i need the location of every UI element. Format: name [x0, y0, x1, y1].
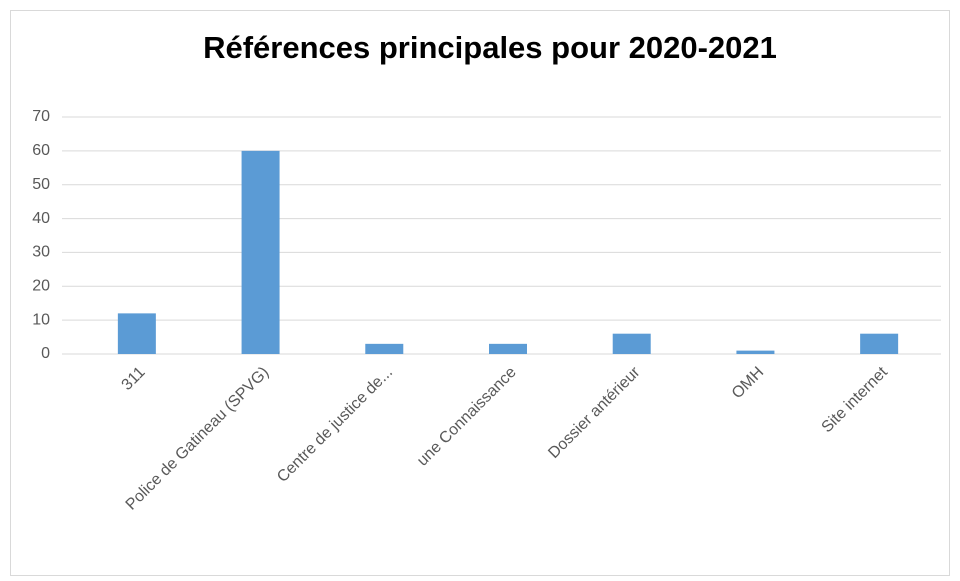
chart-title: Références principales pour 2020-2021 — [203, 30, 777, 65]
y-tick-label: 50 — [32, 176, 50, 193]
chart-frame — [10, 10, 950, 576]
y-tick-label: 40 — [32, 210, 50, 227]
y-tick-label: 0 — [41, 345, 50, 362]
y-tick-label: 70 — [32, 108, 50, 125]
y-tick-label: 20 — [32, 278, 50, 295]
y-tick-label: 60 — [32, 142, 50, 159]
bar — [736, 350, 775, 354]
bar — [612, 333, 651, 354]
y-tick-label: 10 — [32, 311, 50, 328]
bar — [365, 343, 404, 354]
y-tick-label: 30 — [32, 244, 50, 261]
bar — [117, 313, 156, 354]
bar — [489, 343, 527, 354]
bar — [860, 333, 899, 354]
bar — [241, 150, 280, 354]
